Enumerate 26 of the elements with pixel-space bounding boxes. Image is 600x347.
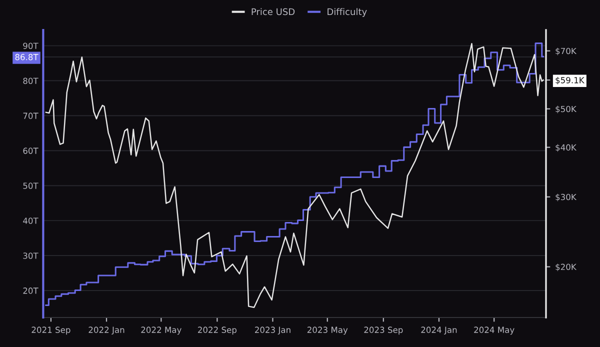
x-tick-label: 2022 Jan xyxy=(88,326,124,335)
y2-tick-label: $70K xyxy=(556,48,577,56)
y2-tick-label: $59.1K xyxy=(556,76,585,84)
y-tick-label: 86.8T xyxy=(15,54,38,60)
y2-tick-label: $30K xyxy=(556,194,577,202)
y-tick-label: 20T xyxy=(23,288,38,294)
x-tick-label: 2021 Sep xyxy=(32,326,70,335)
y2-tick-label: $50K xyxy=(556,106,577,114)
y-tick-label: 50T xyxy=(23,182,38,189)
y-tick-label: 30T xyxy=(23,252,38,259)
x-tick-label: 2023 May xyxy=(307,326,348,335)
x-tick-label: 2023 Sep xyxy=(364,326,403,335)
y-tick-label: 80T xyxy=(23,78,38,84)
y-tick-label: 70T xyxy=(23,112,38,119)
x-tick-label: 2022 May xyxy=(141,326,182,335)
x-tick-label: 2024 Jan xyxy=(421,326,457,335)
y2-tick-label: $40K xyxy=(556,144,577,152)
x-tick-label: 2022 Sep xyxy=(198,326,236,335)
legend-label: Difficulty xyxy=(328,8,367,17)
x-tick-label: 2023 Jan xyxy=(255,326,290,335)
y-tick-label: 40T xyxy=(23,218,38,224)
legend-label: Price USD xyxy=(252,8,295,16)
y-tick-label: 90T xyxy=(23,42,38,50)
y2-tick-label: $20K xyxy=(556,264,577,272)
x-tick-label: 2024 May xyxy=(474,326,514,335)
y-tick-label: 60T xyxy=(23,148,38,154)
